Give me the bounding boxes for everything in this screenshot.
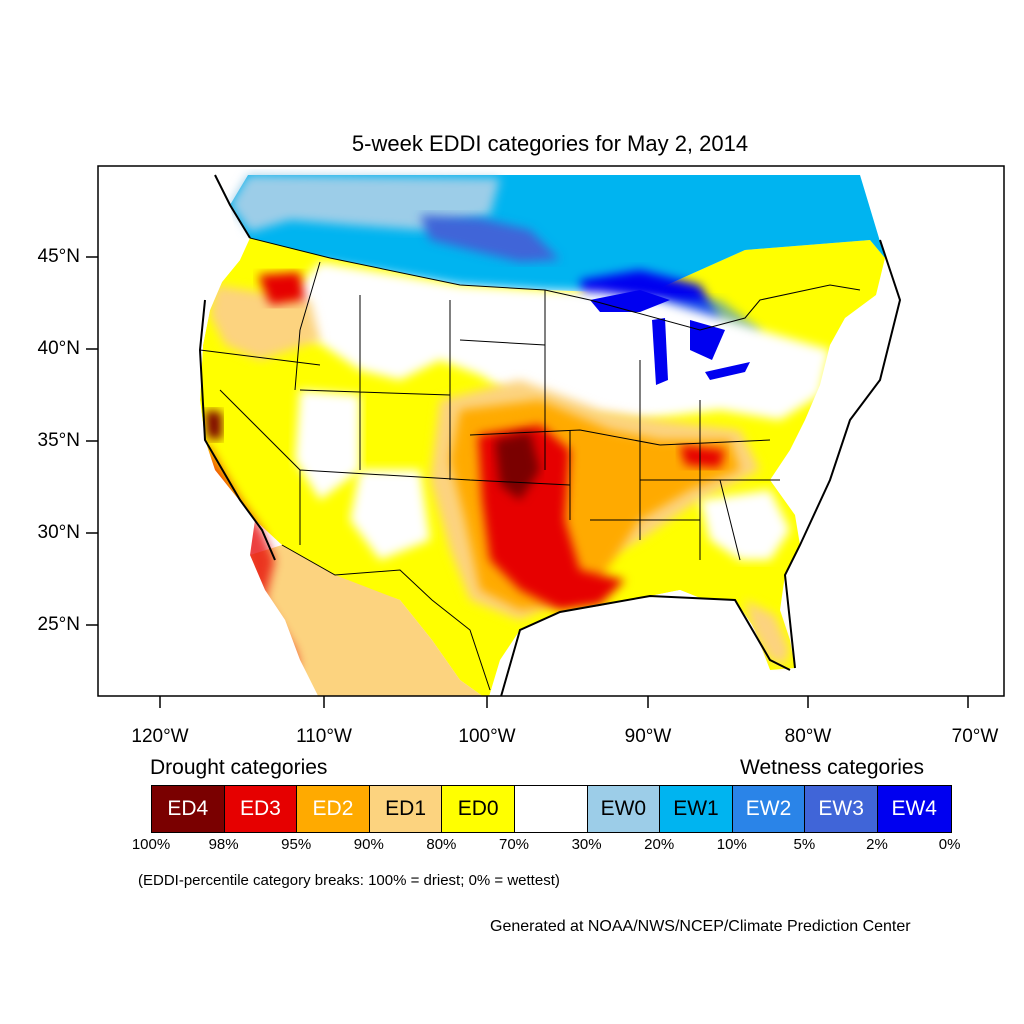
legend-break-label: 90% [353,836,384,853]
lon-label-70: 70°W [951,726,999,747]
wetness-categories-heading: Wetness categories [740,756,925,779]
atlantic-ocean [785,300,1004,696]
mexico-land [250,545,483,696]
map-frame [97,165,1005,697]
legend-swatch-ed2: ED2 [297,786,370,832]
credit-line: Generated at NOAA/NWS/NCEP/Climate Predi… [490,918,911,935]
coastline [198,174,902,696]
lon-label-100: 100°W [458,726,516,747]
pacific-ocean [98,166,318,696]
legend-break-label: 0% [938,836,961,853]
lat-label-25: 25°N [37,614,80,635]
legend-break-label: 98% [208,836,239,853]
legend-break-label: 2% [866,836,888,853]
lake-michigan [652,318,668,385]
lat-label-30: 30°N [37,522,80,543]
california-ed4-region [205,410,222,440]
state-lines [199,261,780,561]
ohio-valley-ed3-region [680,445,725,468]
lake-erie [705,362,750,380]
lake-superior [590,290,670,312]
legend-swatch-ew3: EW3 [805,786,878,832]
southeast-white-region [700,490,790,560]
florida-ed1-region [745,600,790,665]
legend-swatch-ew4: EW4 [877,786,951,832]
lat-label-40: 40°N [37,338,80,359]
legend-break-label: 5% [793,836,816,853]
legend-break-label: 100% [131,836,171,853]
pacific-ed1-region [210,285,320,360]
north-no-anomaly-region [295,262,830,420]
four-corners-white-region [350,470,430,560]
canada-ew3-region [420,215,560,262]
us-canada-border [249,237,861,331]
drought-categories-heading: Drought categories [150,756,328,779]
legend-break-label: 30% [571,836,602,853]
category-legend: ED4 ED3 ED2 ED1 ED0 EW0 EW1 EW2 EW3 EW4 [151,785,952,833]
us-mexico-border [281,544,491,691]
legend-swatch-ed0: ED0 [442,786,515,832]
legend-break-label: 80% [426,836,457,853]
oregon-ed3-region [258,272,305,305]
legend-swatch-ed1: ED1 [369,786,443,832]
lat-label-35: 35°N [37,430,80,451]
gulf-of-mexico [502,590,788,696]
category-break-note: (EDDI-percentile category breaks: 100% =… [138,872,560,889]
map-title: 5-week EDDI categories for May 2, 2014 [351,131,749,156]
legend-swatch-none [514,786,588,832]
lon-label-110: 110°W [296,726,352,747]
lon-label-120: 120°W [131,726,189,747]
legend-swatch-ew1: EW1 [660,786,733,832]
legend-break-label: 70% [498,836,530,853]
legend-swatch-ed4: ED4 [152,786,225,832]
legend-swatch-ew2: EW2 [732,786,806,832]
legend-break-label: 20% [644,836,675,853]
lon-label-90: 90°W [624,726,672,747]
legend-swatch-ed3: ED3 [224,786,298,832]
legend-break-label: 10% [716,836,747,853]
legend-swatch-ew0: EW0 [587,786,661,832]
legend-break-label: 95% [281,836,312,853]
lat-label-45: 45°N [37,246,80,267]
lon-label-80: 80°W [784,726,832,747]
